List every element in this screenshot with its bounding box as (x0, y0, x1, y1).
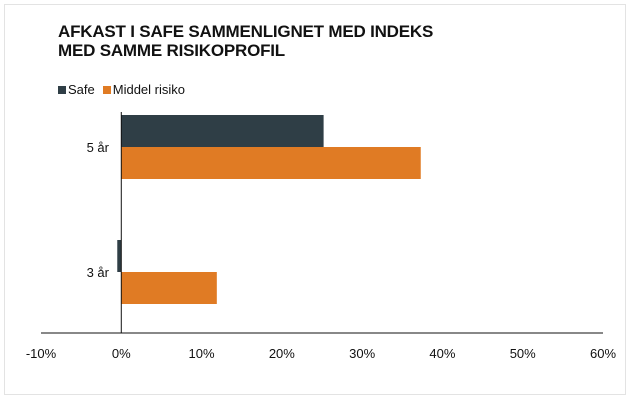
legend-swatch-safe (58, 85, 66, 94)
chart-frame (4, 4, 626, 395)
bar-middel-risiko-5-år (121, 147, 421, 179)
bar-middel-risiko-3-år (121, 272, 217, 304)
x-tick-label-7: 60% (590, 346, 616, 361)
x-tick-label-2: 10% (189, 346, 215, 361)
bar-safe-5-år (121, 115, 324, 147)
legend-label-safe: Safe (68, 82, 95, 97)
chart-legend: Safe Middel risiko (58, 82, 193, 97)
x-tick-label-0: -10% (26, 346, 57, 361)
legend-swatch-middel-risiko (102, 85, 111, 94)
legend-item-middel-risiko: Middel risiko (102, 82, 185, 97)
x-tick-label-5: 40% (429, 346, 455, 361)
bar-safe-3-år (117, 240, 122, 272)
legend-item-safe: Safe (58, 82, 95, 97)
chart-title-line-1: AFKAST I SAFE SAMMENLIGNET MED INDEKS (58, 22, 434, 41)
y-tick-label-3-år: 3 år (87, 265, 110, 280)
x-tick-label-1: 0% (112, 346, 131, 361)
legend-label-middel-risiko: Middel risiko (112, 82, 185, 97)
chart-title-line-2: MED SAMME RISIKOPROFIL (58, 41, 285, 60)
x-tick-label-6: 50% (510, 346, 536, 361)
x-tick-label-3: 20% (269, 346, 295, 361)
chart-title: AFKAST I SAFE SAMMENLIGNET MED INDEKS ME… (58, 22, 433, 60)
x-tick-label-4: 30% (349, 346, 375, 361)
y-tick-label-5-år: 5 år (87, 140, 110, 155)
